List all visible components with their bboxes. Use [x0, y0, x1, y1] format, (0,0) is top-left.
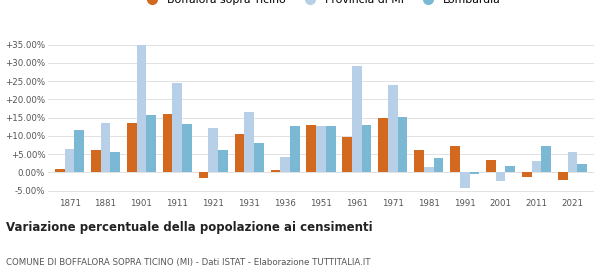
Bar [450, 146, 460, 172]
Bar [65, 149, 74, 172]
Bar [110, 152, 120, 172]
Bar [362, 125, 371, 172]
Legend: Boffalora sopra Ticino, Provincia di MI, Lombardia: Boffalora sopra Ticino, Provincia di MI,… [137, 0, 505, 9]
Bar [532, 161, 541, 172]
Bar [577, 164, 587, 172]
Bar [91, 150, 101, 172]
Bar [55, 169, 65, 172]
Bar [568, 152, 577, 172]
Bar [398, 117, 407, 172]
Text: Variazione percentuale della popolazione ai censimenti: Variazione percentuale della popolazione… [6, 221, 373, 234]
Bar [182, 124, 192, 172]
Bar [496, 172, 505, 181]
Bar [486, 160, 496, 172]
Bar [352, 66, 362, 172]
Bar [388, 85, 398, 172]
Bar [101, 123, 110, 172]
Bar [172, 83, 182, 172]
Bar [199, 172, 208, 178]
Bar [74, 130, 84, 172]
Bar [137, 45, 146, 172]
Bar [470, 172, 479, 174]
Bar [208, 129, 218, 172]
Bar [505, 166, 515, 172]
Bar [280, 157, 290, 172]
Bar [163, 114, 172, 172]
Bar [460, 172, 470, 188]
Bar [414, 150, 424, 172]
Bar [326, 126, 335, 172]
Bar [307, 125, 316, 172]
Bar [434, 158, 443, 172]
Bar [522, 172, 532, 177]
Bar [218, 150, 228, 172]
Bar [378, 118, 388, 172]
Bar [244, 112, 254, 172]
Bar [424, 167, 434, 172]
Text: COMUNE DI BOFFALORA SOPRA TICINO (MI) - Dati ISTAT - Elaborazione TUTTITALIA.IT: COMUNE DI BOFFALORA SOPRA TICINO (MI) - … [6, 258, 371, 267]
Bar [146, 115, 156, 172]
Bar [271, 171, 280, 172]
Bar [541, 146, 551, 172]
Bar [290, 126, 299, 172]
Bar [254, 143, 264, 172]
Bar [343, 137, 352, 172]
Bar [316, 126, 326, 172]
Bar [558, 172, 568, 179]
Bar [235, 134, 244, 172]
Bar [127, 123, 137, 172]
